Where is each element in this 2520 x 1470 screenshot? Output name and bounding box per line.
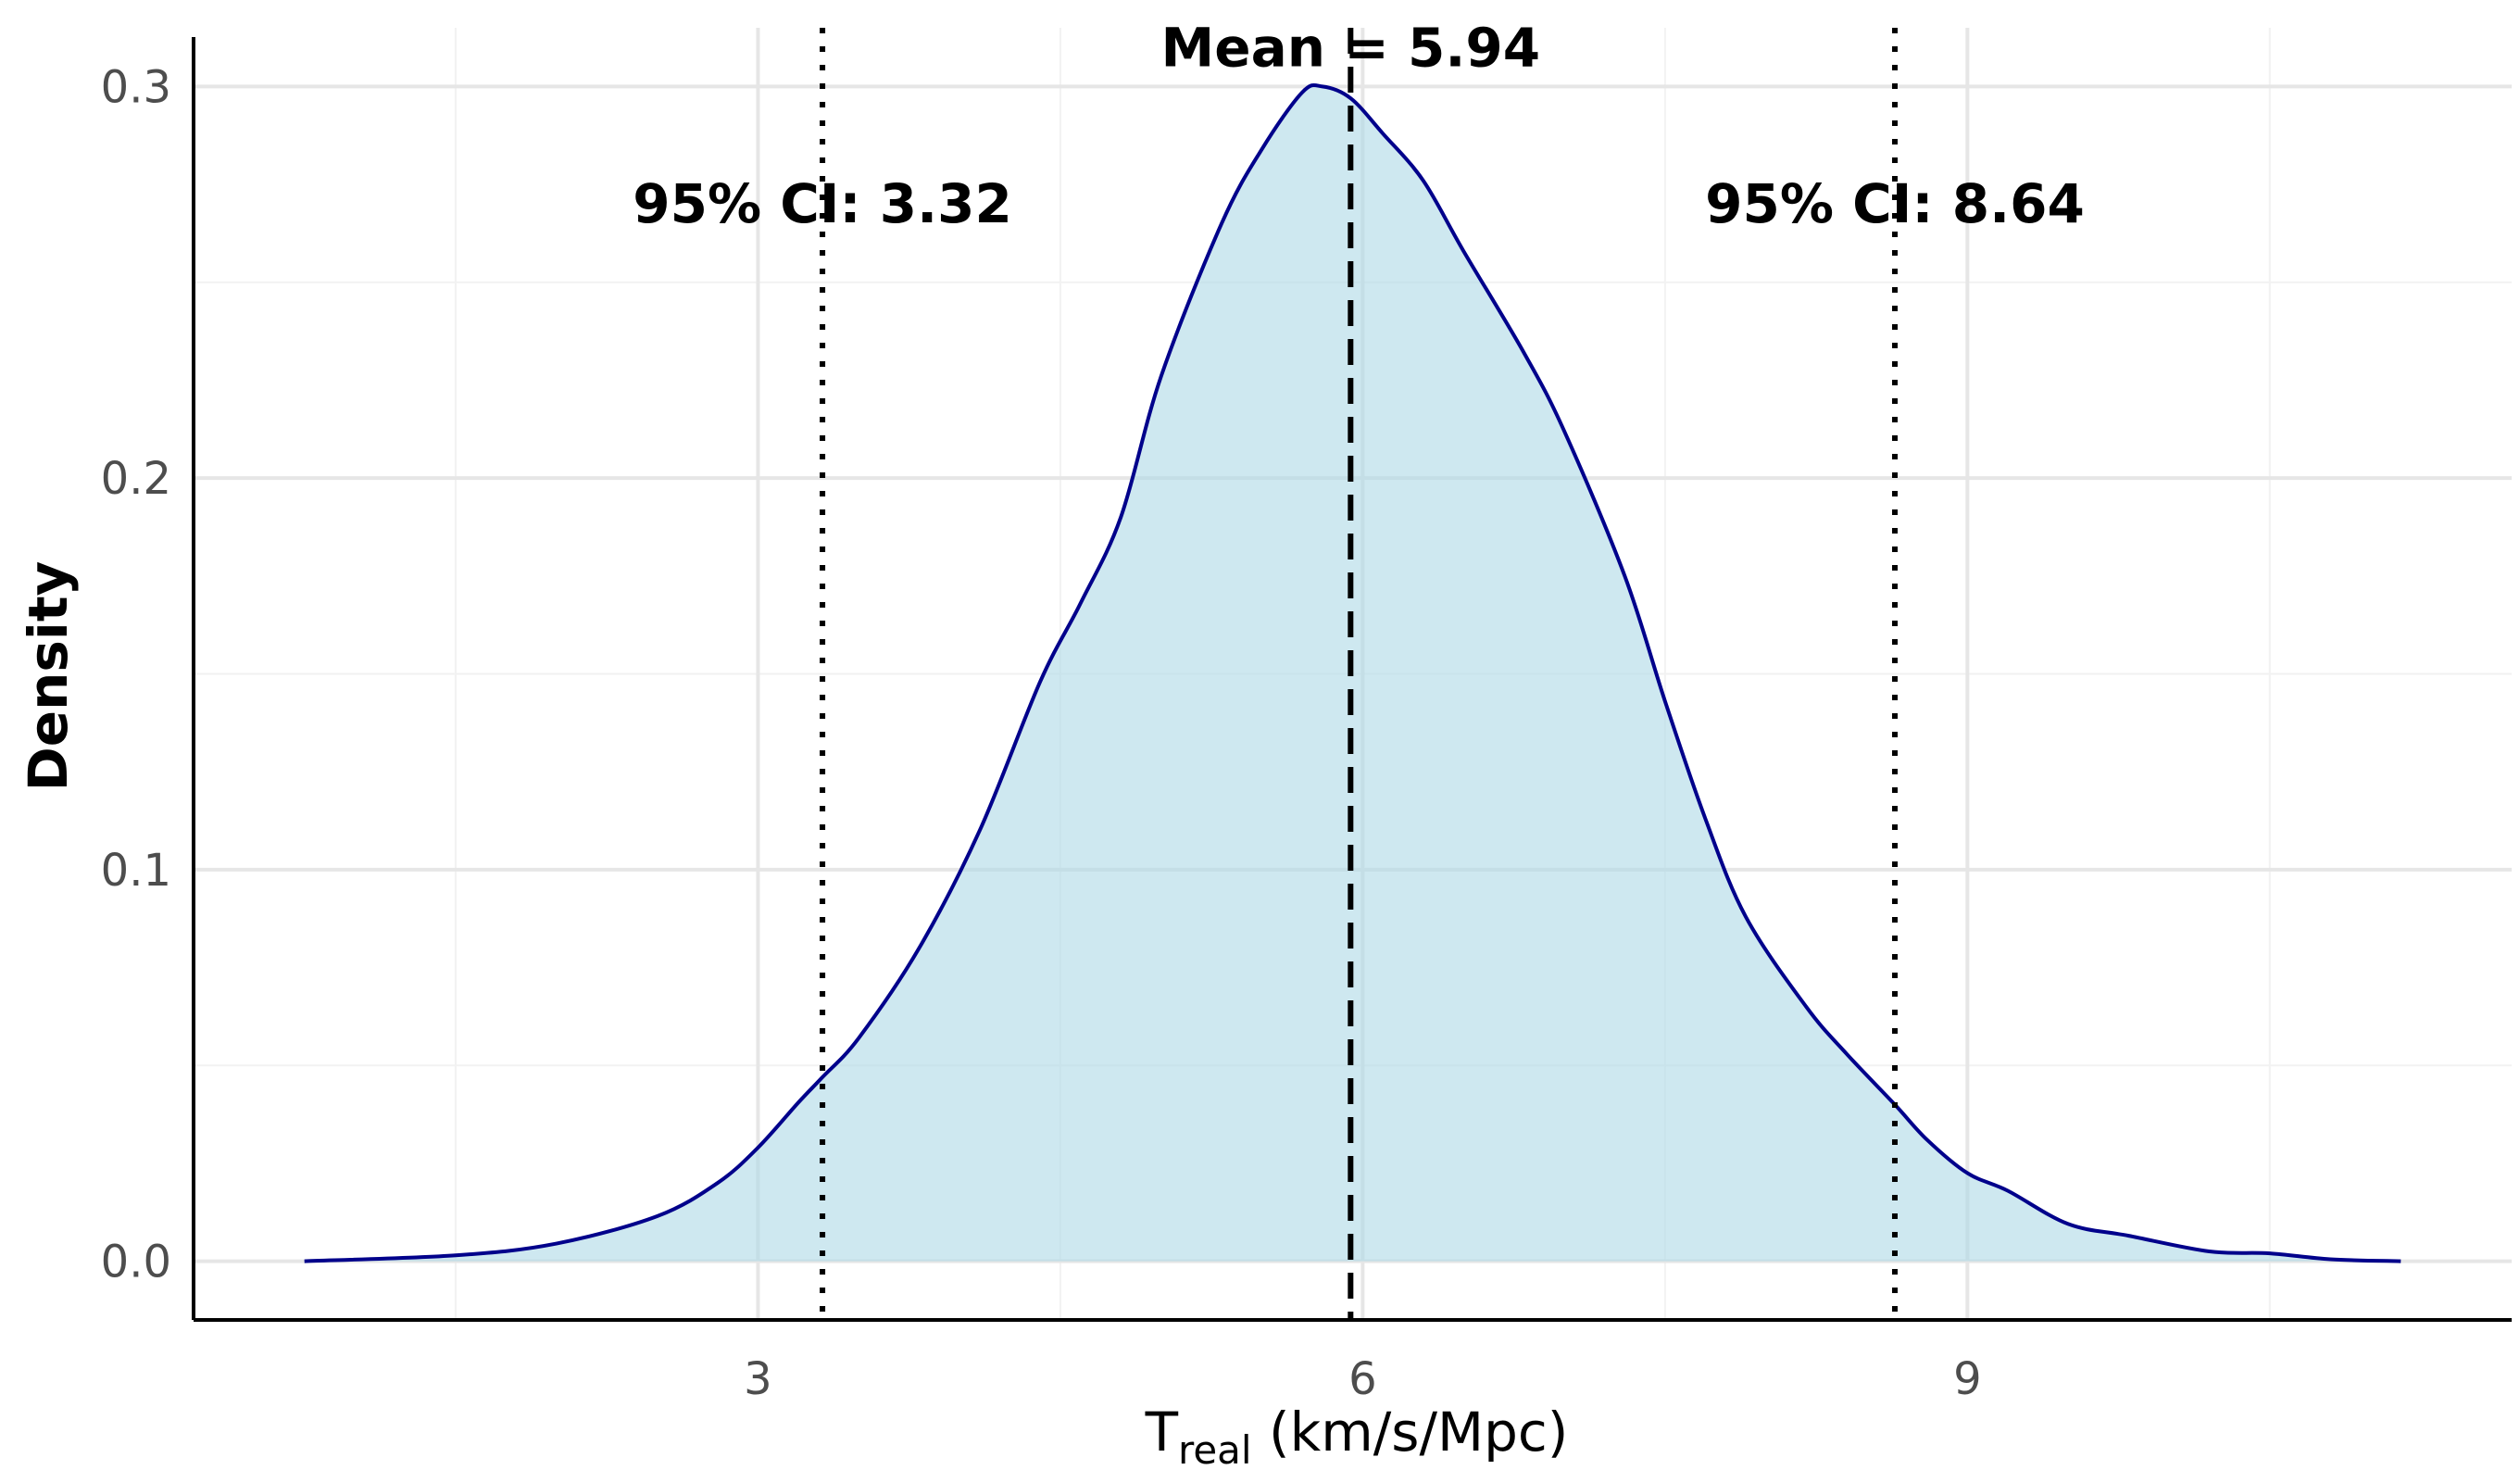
x-axis-title-unit: (km/s/Mpc) (1252, 1401, 1569, 1464)
y-tick-label: 0.1 (101, 845, 171, 897)
y-tick-label: 0.3 (101, 61, 171, 113)
density-line (304, 82, 2401, 1263)
x-axis-title-main: T (1145, 1401, 1179, 1464)
x-axis-title: Treal (km/s/Mpc) (1145, 1401, 1569, 1470)
tick-labels: 3 6 9 0.0 0.1 0.2 0.3 (101, 61, 1982, 1405)
y-axis-title: Density (17, 561, 80, 792)
ci-annotation: 95% CI: 8.64 (1705, 172, 2085, 235)
x-tick-label: 6 (1348, 1353, 1377, 1405)
x-tick-label: 3 (744, 1353, 772, 1405)
x-tick-label: 9 (1953, 1353, 1982, 1405)
annotations: 95% CI: 3.32 Mean = 5.94 95% CI: 8.64 (633, 16, 2085, 235)
ci-annotation: 95% CI: 3.32 (633, 172, 1012, 235)
y-tick-label: 0.0 (101, 1237, 171, 1288)
x-axis-title-subscript: real (1178, 1427, 1252, 1470)
mean-annotation: Mean = 5.94 (1161, 16, 1541, 79)
reference-lines (820, 28, 1898, 1320)
axes (192, 37, 2512, 1322)
y-tick-label: 0.2 (101, 453, 171, 505)
